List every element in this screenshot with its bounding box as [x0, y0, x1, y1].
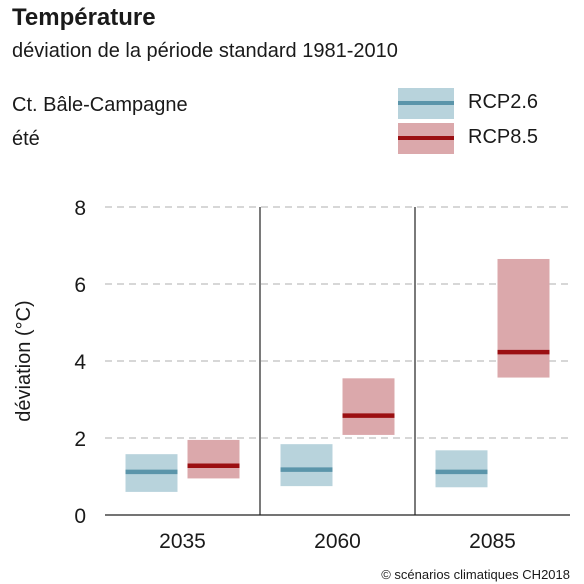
credit-text: © scénarios climatiques CH2018	[381, 567, 570, 582]
x-tick-label: 2085	[469, 530, 516, 553]
chart-subtitle: déviation de la période standard 1981-20…	[12, 40, 398, 62]
legend-label-rcp26: RCP2.6	[468, 91, 539, 113]
y-tick-label: 8	[74, 197, 86, 220]
legend-median-rcp26	[398, 101, 454, 105]
y-tick-label: 0	[74, 505, 86, 528]
legend-label-rcp85: RCP8.5	[468, 126, 539, 148]
x-tick-label: 2060	[314, 530, 361, 553]
chart-title: Température	[12, 4, 156, 31]
range-box-rcp85	[187, 439, 240, 479]
region-label: Ct. Bâle-Campagne	[12, 94, 188, 116]
range-box-rcp85	[497, 258, 550, 378]
range-box-rcp26	[435, 450, 488, 488]
y-tick-label: 6	[74, 274, 86, 297]
range-box-rcp85	[342, 378, 395, 435]
y-tick-label: 4	[74, 351, 86, 374]
x-tick-label: 2035	[159, 530, 206, 553]
legend-median-rcp85	[398, 136, 454, 140]
range-box-rcp26	[280, 444, 333, 487]
y-tick-label: 2	[74, 428, 86, 451]
season-label: été	[12, 128, 40, 150]
legend-swatch-rcp85	[398, 123, 454, 154]
legend-swatch-rcp26	[398, 88, 454, 119]
y-axis-label: déviation (°C)	[13, 300, 35, 421]
